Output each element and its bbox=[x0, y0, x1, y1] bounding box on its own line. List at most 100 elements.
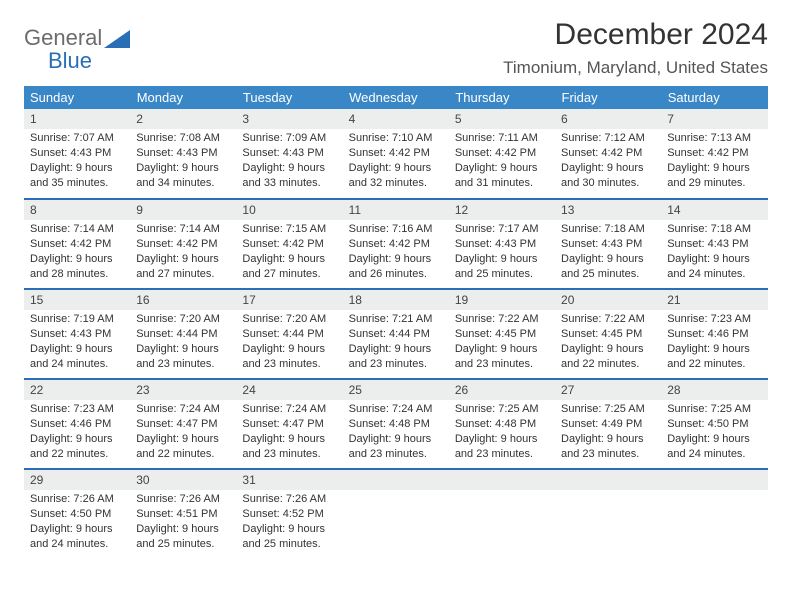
sunset-text: Sunset: 4:45 PM bbox=[455, 327, 549, 342]
daylight-text: Daylight: 9 hours and 24 minutes. bbox=[667, 432, 761, 462]
day-body bbox=[449, 490, 555, 550]
sunrise-text: Sunrise: 7:10 AM bbox=[349, 131, 443, 146]
day-body: Sunrise: 7:17 AMSunset: 4:43 PMDaylight:… bbox=[449, 220, 555, 287]
header: General Blue December 2024 Timonium, Mar… bbox=[24, 18, 768, 78]
day-number bbox=[661, 470, 767, 490]
calendar-cell: 17Sunrise: 7:20 AMSunset: 4:44 PMDayligh… bbox=[236, 289, 342, 379]
sunrise-text: Sunrise: 7:08 AM bbox=[136, 131, 230, 146]
month-title: December 2024 bbox=[503, 18, 768, 52]
logo-word1: General bbox=[24, 26, 102, 49]
daylight-text: Daylight: 9 hours and 30 minutes. bbox=[561, 161, 655, 191]
calendar-cell bbox=[449, 469, 555, 559]
sunset-text: Sunset: 4:43 PM bbox=[561, 237, 655, 252]
day-body: Sunrise: 7:14 AMSunset: 4:42 PMDaylight:… bbox=[24, 220, 130, 287]
day-body: Sunrise: 7:26 AMSunset: 4:52 PMDaylight:… bbox=[236, 490, 342, 557]
logo-word2: Blue bbox=[24, 49, 102, 72]
sunset-text: Sunset: 4:42 PM bbox=[667, 146, 761, 161]
day-number: 26 bbox=[449, 380, 555, 400]
sunrise-text: Sunrise: 7:11 AM bbox=[455, 131, 549, 146]
daylight-text: Daylight: 9 hours and 23 minutes. bbox=[136, 342, 230, 372]
calendar-cell: 7Sunrise: 7:13 AMSunset: 4:42 PMDaylight… bbox=[661, 109, 767, 199]
sunset-text: Sunset: 4:42 PM bbox=[30, 237, 124, 252]
calendar-cell: 24Sunrise: 7:24 AMSunset: 4:47 PMDayligh… bbox=[236, 379, 342, 469]
calendar-body: 1Sunrise: 7:07 AMSunset: 4:43 PMDaylight… bbox=[24, 109, 768, 559]
daylight-text: Daylight: 9 hours and 22 minutes. bbox=[561, 342, 655, 372]
daylight-text: Daylight: 9 hours and 28 minutes. bbox=[30, 252, 124, 282]
day-body: Sunrise: 7:26 AMSunset: 4:51 PMDaylight:… bbox=[130, 490, 236, 557]
daylight-text: Daylight: 9 hours and 33 minutes. bbox=[242, 161, 336, 191]
calendar-cell: 20Sunrise: 7:22 AMSunset: 4:45 PMDayligh… bbox=[555, 289, 661, 379]
day-body: Sunrise: 7:14 AMSunset: 4:42 PMDaylight:… bbox=[130, 220, 236, 287]
daylight-text: Daylight: 9 hours and 31 minutes. bbox=[455, 161, 549, 191]
sunrise-text: Sunrise: 7:24 AM bbox=[136, 402, 230, 417]
day-number: 15 bbox=[24, 290, 130, 310]
day-body: Sunrise: 7:26 AMSunset: 4:50 PMDaylight:… bbox=[24, 490, 130, 557]
day-body: Sunrise: 7:23 AMSunset: 4:46 PMDaylight:… bbox=[661, 310, 767, 377]
daylight-text: Daylight: 9 hours and 25 minutes. bbox=[242, 522, 336, 552]
daylight-text: Daylight: 9 hours and 23 minutes. bbox=[561, 432, 655, 462]
daylight-text: Daylight: 9 hours and 24 minutes. bbox=[667, 252, 761, 282]
weekday-header: Tuesday bbox=[236, 86, 342, 109]
weekday-header: Saturday bbox=[661, 86, 767, 109]
day-number: 8 bbox=[24, 200, 130, 220]
calendar-week-row: 15Sunrise: 7:19 AMSunset: 4:43 PMDayligh… bbox=[24, 289, 768, 379]
day-number: 18 bbox=[343, 290, 449, 310]
daylight-text: Daylight: 9 hours and 22 minutes. bbox=[30, 432, 124, 462]
calendar-cell bbox=[661, 469, 767, 559]
day-body: Sunrise: 7:24 AMSunset: 4:47 PMDaylight:… bbox=[236, 400, 342, 467]
day-body: Sunrise: 7:25 AMSunset: 4:49 PMDaylight:… bbox=[555, 400, 661, 467]
day-number: 30 bbox=[130, 470, 236, 490]
sunrise-text: Sunrise: 7:26 AM bbox=[242, 492, 336, 507]
sunset-text: Sunset: 4:42 PM bbox=[349, 146, 443, 161]
calendar-cell: 25Sunrise: 7:24 AMSunset: 4:48 PMDayligh… bbox=[343, 379, 449, 469]
calendar-cell: 27Sunrise: 7:25 AMSunset: 4:49 PMDayligh… bbox=[555, 379, 661, 469]
calendar-cell: 4Sunrise: 7:10 AMSunset: 4:42 PMDaylight… bbox=[343, 109, 449, 199]
day-number: 17 bbox=[236, 290, 342, 310]
daylight-text: Daylight: 9 hours and 23 minutes. bbox=[242, 342, 336, 372]
day-body: Sunrise: 7:13 AMSunset: 4:42 PMDaylight:… bbox=[661, 129, 767, 196]
sunset-text: Sunset: 4:42 PM bbox=[136, 237, 230, 252]
day-body: Sunrise: 7:10 AMSunset: 4:42 PMDaylight:… bbox=[343, 129, 449, 196]
daylight-text: Daylight: 9 hours and 25 minutes. bbox=[455, 252, 549, 282]
sunrise-text: Sunrise: 7:24 AM bbox=[349, 402, 443, 417]
sunset-text: Sunset: 4:43 PM bbox=[455, 237, 549, 252]
daylight-text: Daylight: 9 hours and 22 minutes. bbox=[136, 432, 230, 462]
calendar-head: SundayMondayTuesdayWednesdayThursdayFrid… bbox=[24, 86, 768, 109]
day-number: 29 bbox=[24, 470, 130, 490]
calendar-cell: 10Sunrise: 7:15 AMSunset: 4:42 PMDayligh… bbox=[236, 199, 342, 289]
day-number: 6 bbox=[555, 109, 661, 129]
calendar-cell: 8Sunrise: 7:14 AMSunset: 4:42 PMDaylight… bbox=[24, 199, 130, 289]
day-number: 2 bbox=[130, 109, 236, 129]
sunrise-text: Sunrise: 7:22 AM bbox=[561, 312, 655, 327]
calendar-cell: 9Sunrise: 7:14 AMSunset: 4:42 PMDaylight… bbox=[130, 199, 236, 289]
sunset-text: Sunset: 4:44 PM bbox=[349, 327, 443, 342]
day-number: 5 bbox=[449, 109, 555, 129]
sunset-text: Sunset: 4:49 PM bbox=[561, 417, 655, 432]
day-number: 12 bbox=[449, 200, 555, 220]
daylight-text: Daylight: 9 hours and 35 minutes. bbox=[30, 161, 124, 191]
day-body: Sunrise: 7:15 AMSunset: 4:42 PMDaylight:… bbox=[236, 220, 342, 287]
day-number: 27 bbox=[555, 380, 661, 400]
weekday-header: Friday bbox=[555, 86, 661, 109]
day-body: Sunrise: 7:22 AMSunset: 4:45 PMDaylight:… bbox=[555, 310, 661, 377]
day-number bbox=[343, 470, 449, 490]
day-number: 23 bbox=[130, 380, 236, 400]
sunrise-text: Sunrise: 7:16 AM bbox=[349, 222, 443, 237]
sunrise-text: Sunrise: 7:24 AM bbox=[242, 402, 336, 417]
day-body bbox=[661, 490, 767, 550]
day-body: Sunrise: 7:22 AMSunset: 4:45 PMDaylight:… bbox=[449, 310, 555, 377]
day-number: 4 bbox=[343, 109, 449, 129]
day-number: 3 bbox=[236, 109, 342, 129]
sunrise-text: Sunrise: 7:23 AM bbox=[667, 312, 761, 327]
calendar-cell: 22Sunrise: 7:23 AMSunset: 4:46 PMDayligh… bbox=[24, 379, 130, 469]
day-body: Sunrise: 7:25 AMSunset: 4:48 PMDaylight:… bbox=[449, 400, 555, 467]
calendar-cell: 19Sunrise: 7:22 AMSunset: 4:45 PMDayligh… bbox=[449, 289, 555, 379]
day-number: 11 bbox=[343, 200, 449, 220]
calendar-cell: 12Sunrise: 7:17 AMSunset: 4:43 PMDayligh… bbox=[449, 199, 555, 289]
calendar-cell: 21Sunrise: 7:23 AMSunset: 4:46 PMDayligh… bbox=[661, 289, 767, 379]
day-number: 25 bbox=[343, 380, 449, 400]
calendar-cell: 13Sunrise: 7:18 AMSunset: 4:43 PMDayligh… bbox=[555, 199, 661, 289]
daylight-text: Daylight: 9 hours and 27 minutes. bbox=[136, 252, 230, 282]
sunset-text: Sunset: 4:43 PM bbox=[242, 146, 336, 161]
day-body: Sunrise: 7:11 AMSunset: 4:42 PMDaylight:… bbox=[449, 129, 555, 196]
